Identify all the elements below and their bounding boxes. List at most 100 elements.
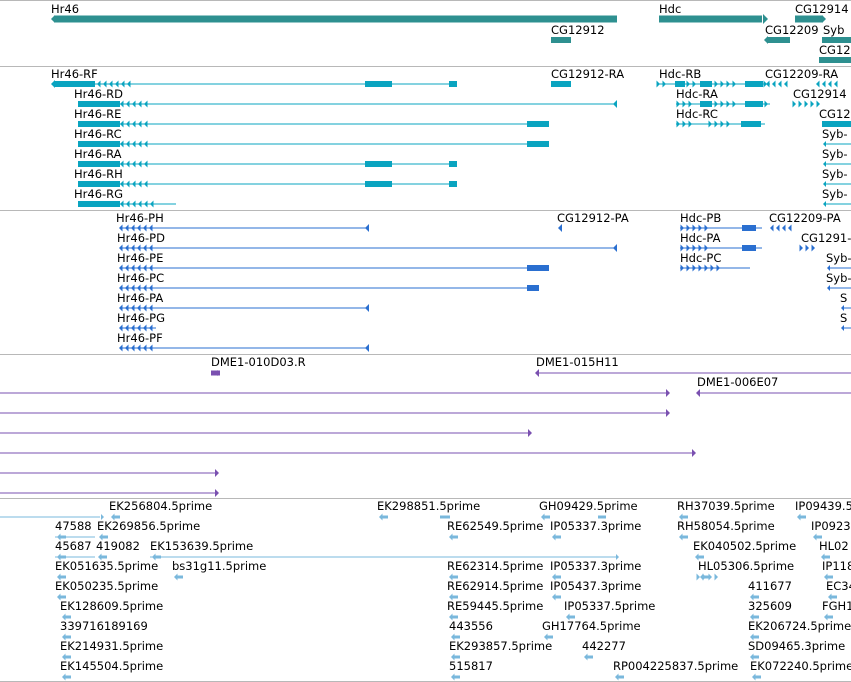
est-feature[interactable] xyxy=(598,515,606,519)
protein-hr46-pd-label[interactable]: Hr46-PD xyxy=(117,231,165,245)
est-label[interactable]: 339716189169 xyxy=(60,619,148,633)
gene-label-cg12914[interactable]: CG12914 xyxy=(795,2,849,16)
exon[interactable] xyxy=(745,81,763,87)
protein-hdc-pb-label[interactable]: Hdc-PB xyxy=(680,211,721,225)
protein-s-label[interactable]: S xyxy=(840,291,847,305)
gene-cg12912[interactable] xyxy=(551,37,571,43)
transcript-hr46-re-exon[interactable] xyxy=(527,121,549,127)
est-feature[interactable] xyxy=(682,515,688,519)
protein-hr46-pa-label[interactable]: Hr46-PA xyxy=(117,291,163,305)
transcript-hr46-rc-label[interactable]: Hr46-RC xyxy=(74,127,122,141)
clone-dme1-010d03-label[interactable]: DME1-010D03.R xyxy=(211,355,306,369)
transcript-hr46-rf-exon[interactable] xyxy=(55,81,95,87)
est-label[interactable]: GH09429.5prime xyxy=(539,499,638,513)
est-feature[interactable] xyxy=(452,535,458,539)
est-feature[interactable] xyxy=(65,615,71,619)
est-label[interactable]: EK040502.5prime xyxy=(693,539,796,553)
est-label[interactable]: EK051635.5prime xyxy=(55,559,158,573)
transcript-hr46-ra-exon[interactable] xyxy=(78,161,120,167)
protein-hdc-pc-label[interactable]: Hdc-PC xyxy=(680,251,721,265)
transcript-syb-label[interactable]: Syb- xyxy=(822,167,848,181)
transcript-hr46-rc-exon[interactable] xyxy=(527,141,549,147)
protein-hr46-ph-label[interactable]: Hr46-PH xyxy=(116,211,164,225)
est-feature[interactable] xyxy=(452,615,458,619)
est-label[interactable]: RE62914.5prime xyxy=(447,579,543,593)
est-label[interactable]: EK256804.5prime xyxy=(109,499,212,513)
protein-hr46-pc-label[interactable]: Hr46-PC xyxy=(117,271,164,285)
est-label[interactable]: HL05306.5prime xyxy=(698,559,794,573)
est-label[interactable]: bs31g11.5prime xyxy=(172,559,266,573)
est-label[interactable]: FGH1 xyxy=(822,599,851,613)
protein-hr46-pe-label[interactable]: Hr46-PE xyxy=(117,251,163,265)
transcript-hr46-rf-exon[interactable] xyxy=(449,81,457,87)
transcript-hdc-rb-label[interactable]: Hdc-RB xyxy=(659,67,701,81)
transcript-hr46-rh-label[interactable]: Hr46-RH xyxy=(74,167,123,181)
clone-dme1-015h11-label[interactable]: DME1-015H11 xyxy=(536,355,619,369)
est-label[interactable]: RH58054.5prime xyxy=(677,519,775,533)
transcript-hr46-rd-label[interactable]: Hr46-RD xyxy=(74,87,123,101)
est-feature[interactable] xyxy=(452,575,458,579)
est-feature[interactable] xyxy=(544,515,550,519)
est-label[interactable]: EK128609.5prime xyxy=(60,599,163,613)
exon[interactable] xyxy=(741,121,761,127)
est-feature[interactable] xyxy=(587,655,593,659)
est-label[interactable]: HL02 xyxy=(819,539,849,553)
est-feature[interactable] xyxy=(65,655,71,659)
clone-dme1-006e07-label[interactable]: DME1-006E07 xyxy=(697,375,778,389)
est-feature[interactable] xyxy=(555,595,561,599)
est-label[interactable]: IP118 xyxy=(822,559,851,573)
est-feature[interactable] xyxy=(753,615,759,619)
protein-hr46-pe-exon[interactable] xyxy=(527,265,549,271)
protein-syb-label[interactable]: Syb- xyxy=(826,251,851,265)
est-label[interactable]: IP05437.3prime xyxy=(550,579,641,593)
est-label[interactable]: RE59445.5prime xyxy=(447,599,543,613)
est-feature[interactable] xyxy=(753,655,759,659)
est-label[interactable]: RP004225837.5prime xyxy=(613,659,738,673)
est-label[interactable]: EK293857.5prime xyxy=(449,639,552,653)
est-label[interactable]: IP05337.5prime xyxy=(564,599,655,613)
exon[interactable] xyxy=(742,225,756,231)
transcript-syb-label[interactable]: Syb- xyxy=(822,127,848,141)
exon[interactable] xyxy=(700,81,712,87)
est-feature[interactable] xyxy=(800,515,806,519)
transcript-syb-label[interactable]: Syb- xyxy=(822,187,848,201)
gene-cg12209[interactable] xyxy=(768,37,790,43)
est-label[interactable]: EK214931.5prime xyxy=(60,639,163,653)
transcript-hr46-rf-exon[interactable] xyxy=(365,81,392,87)
est-label[interactable]: EK145504.5prime xyxy=(60,659,163,673)
est-label[interactable]: 442277 xyxy=(582,639,626,653)
est-label[interactable]: EK050235.5prime xyxy=(55,579,158,593)
est-label[interactable]: RE62549.5prime xyxy=(447,519,543,533)
est-feature[interactable] xyxy=(454,635,460,639)
est-label[interactable]: 47588 xyxy=(55,519,92,533)
est-label[interactable]: IP0923 xyxy=(811,519,851,533)
gene-cg12914[interactable] xyxy=(795,15,822,23)
est-feature[interactable] xyxy=(452,595,458,599)
transcript-cg12209-ra-label[interactable]: CG12209-RA xyxy=(765,67,838,81)
gene-syb[interactable] xyxy=(822,37,851,43)
protein-syb-label[interactable]: Syb- xyxy=(826,271,851,285)
est-label[interactable]: EK298851.5prime xyxy=(377,499,480,513)
transcript-hr46-rh-exon[interactable] xyxy=(365,181,392,187)
est-feature[interactable] xyxy=(816,535,822,539)
est-feature[interactable] xyxy=(682,535,688,539)
exon[interactable] xyxy=(822,121,851,127)
est-feature[interactable] xyxy=(753,635,759,639)
est-label[interactable]: 411677 xyxy=(748,579,792,593)
est-label[interactable]: 515817 xyxy=(449,659,493,673)
exon[interactable] xyxy=(742,245,756,251)
est-label[interactable]: RE62314.5prime xyxy=(447,559,543,573)
est-feature[interactable] xyxy=(618,675,624,679)
transcript-cg12912-ra-label[interactable]: CG12912-RA xyxy=(551,67,624,81)
transcript-hr46-ra-exon[interactable] xyxy=(449,161,457,167)
est-feature[interactable] xyxy=(753,595,759,599)
est-label[interactable]: 325609 xyxy=(748,599,792,613)
gene-hr46[interactable] xyxy=(55,15,617,23)
est-feature[interactable] xyxy=(555,575,561,579)
transcript-hr46-re-label[interactable]: Hr46-RE xyxy=(74,107,121,121)
protein-s-label[interactable]: S xyxy=(840,311,847,325)
transcript-hdc-ra-label[interactable]: Hdc-RA xyxy=(676,87,718,101)
est-feature[interactable] xyxy=(65,635,71,639)
transcript-hr46-rf-label[interactable]: Hr46-RF xyxy=(51,67,98,81)
est-feature[interactable] xyxy=(102,535,108,539)
